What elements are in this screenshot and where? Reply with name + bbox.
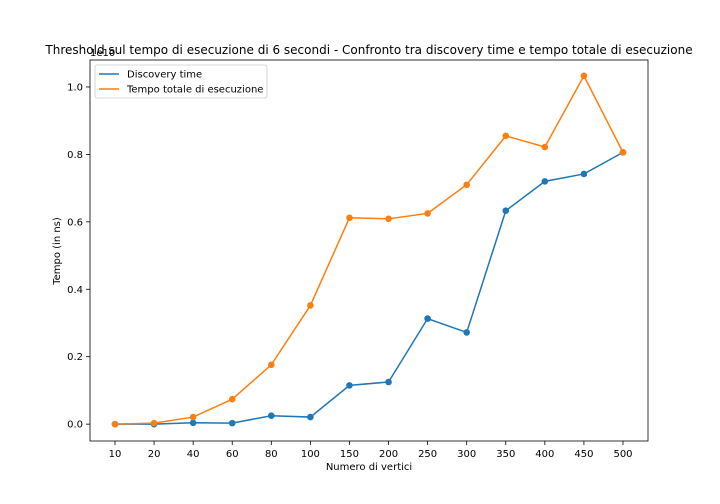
- x-tick-label-10: 10: [109, 449, 122, 460]
- x-tick-label-300: 300: [457, 449, 476, 460]
- y-axis-label: Tempo (in ns): [52, 217, 63, 286]
- legend-label-2: Tempo totale di esecuzione: [126, 85, 263, 96]
- chart-title: Threshold sul tempo di esecuzione di 6 s…: [44, 43, 692, 57]
- series-2-point-150: [346, 214, 353, 222]
- series-1-point-80: [268, 412, 275, 420]
- x-tick-label-150: 150: [340, 449, 359, 460]
- series-1-point-200: [385, 378, 392, 386]
- x-tick-label-250: 250: [418, 449, 437, 460]
- x-tick-label-200: 200: [379, 449, 398, 460]
- series-1-point-150: [346, 382, 353, 389]
- series-line-1: [115, 151, 624, 425]
- y-tick-label-0.4: 0.4: [67, 285, 83, 296]
- y-tick-label-0.2: 0.2: [67, 352, 83, 363]
- series-1-point-100: [307, 413, 314, 421]
- series-1-point-60: [228, 419, 236, 427]
- legend-label-1: Discovery time: [127, 70, 202, 81]
- axes-frame: [89, 59, 649, 442]
- series-2-point-100: [307, 302, 314, 309]
- series-2-point-80: [268, 361, 275, 369]
- legend: Discovery time Tempo totale di esecuzione: [94, 64, 268, 99]
- x-tick-label-100: 100: [301, 449, 320, 460]
- y-offset-label: 1e10: [90, 48, 115, 59]
- y-tick-label-0.0: 0.0: [67, 420, 83, 431]
- series-2-point-250: [424, 210, 431, 217]
- series-2-point-10: [111, 420, 119, 428]
- x-tick-label-40: 40: [187, 449, 200, 460]
- series-1-point-450: [580, 170, 588, 178]
- series-2-point-300: [463, 181, 470, 189]
- series-2-point-400: [541, 143, 549, 151]
- y-tick-label-0.8: 0.8: [67, 150, 83, 161]
- x-tick-label-20: 20: [148, 449, 161, 460]
- series-2-point-450: [580, 72, 588, 80]
- series-2-point-350: [502, 132, 510, 140]
- y-tick-label-1.0: 1.0: [67, 82, 83, 93]
- x-tick-label-350: 350: [496, 449, 515, 460]
- series-2-point-20: [150, 419, 158, 427]
- series-1-point-400: [541, 178, 549, 185]
- x-tick-label-400: 400: [535, 449, 554, 460]
- x-tick-label-450: 450: [574, 449, 593, 460]
- y-tick-label-0.6: 0.6: [67, 217, 83, 228]
- plot-area: 10 20 40 60 80 100 150 200 250 300 350 400 450 500 0.0…: [67, 59, 649, 460]
- series-1-point-350: [502, 207, 510, 215]
- x-tick-label-500: 500: [613, 449, 632, 460]
- x-tick-label-80: 80: [265, 449, 278, 460]
- series-2-point-500: [619, 149, 627, 156]
- series-2-point-40: [189, 413, 197, 421]
- series-line-2: [114, 74, 624, 425]
- x-tick-label-60: 60: [226, 449, 239, 460]
- series-1-point-250: [424, 315, 431, 322]
- legend-box: [94, 64, 268, 99]
- x-axis-label: Numero di vertici: [326, 462, 412, 473]
- series-2-point-200: [385, 215, 392, 223]
- series-1-point-40: [189, 419, 197, 427]
- series-2-point-60: [228, 395, 236, 403]
- series-1-point-300: [463, 329, 470, 336]
